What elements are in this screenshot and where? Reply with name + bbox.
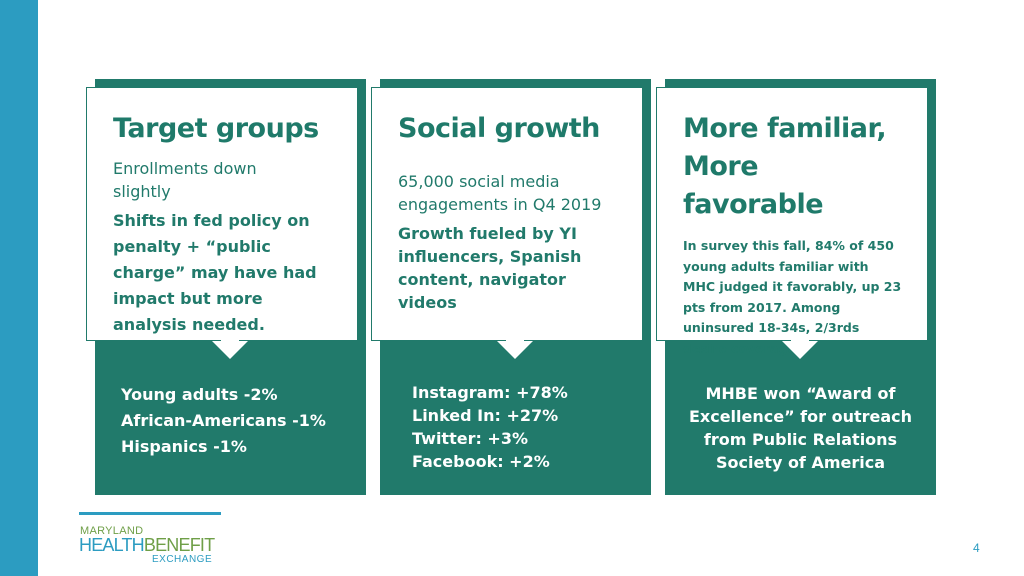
logo-health-benefit: HEALTHBENEFIT [79,535,215,555]
card-bottom-stats: Instagram: +78% Linked In: +27% Twitter:… [380,381,651,473]
card-social-growth: Social growth 65,000 social media engage… [371,79,651,495]
left-accent-bar [0,0,38,576]
card-more-familiar: More familiar, More favorable In survey … [656,79,936,495]
page-number: 4 [973,541,980,555]
logo: MARYLAND HEALTHBENEFIT EXCHANGE [79,512,221,568]
stat-line: African-Americans -1% [121,411,326,430]
card-top-panel: More familiar, More favorable In survey … [656,87,928,356]
stat-line: Facebook: +2% [412,452,550,471]
card-title: Target groups [113,113,319,144]
stat-line: Hispanics -1% [121,437,247,456]
logo-maryland: MARYLAND [80,525,144,537]
stat-line: Twitter: +3% [412,429,528,448]
card-title: Social growth [398,113,600,144]
arrow-down-icon [212,341,248,359]
card-top-panel: Social growth 65,000 social media engage… [371,87,643,341]
card-bottom-stats: Young adults -2% African-Americans -1% H… [95,382,366,460]
card-bottom-award: MHBE won “Award of Excellence” for outre… [688,384,913,472]
card-text-growth: Growth fueled by YI influencers, Spanish… [398,224,582,312]
card-text-engagements: 65,000 social media engagements in Q4 20… [398,172,602,214]
stat-line: Linked In: +27% [412,406,559,425]
logo-benefit: BENEFIT [143,535,215,555]
logo-health: HEALTH [79,535,145,555]
stat-line: Instagram: +78% [412,383,568,402]
card-target-groups: Target groups Enrollments down slightly … [86,79,366,495]
card-title-line-1: More familiar, [683,113,887,144]
card-text-survey: In survey this fall, 84% of 450 young ad… [683,238,902,356]
card-text-policy: Shifts in fed policy on penalty + “publi… [113,211,317,334]
arrow-down-icon [497,341,533,359]
arrow-down-icon [782,341,818,359]
logo-divider [79,512,221,515]
card-top-panel: Target groups Enrollments down slightly … [86,87,358,341]
card-text-enrollments: Enrollments down slightly [113,159,257,201]
stat-line: Young adults -2% [121,385,278,404]
logo-exchange: EXCHANGE [152,554,213,565]
card-title-line-2: More favorable [683,151,824,220]
